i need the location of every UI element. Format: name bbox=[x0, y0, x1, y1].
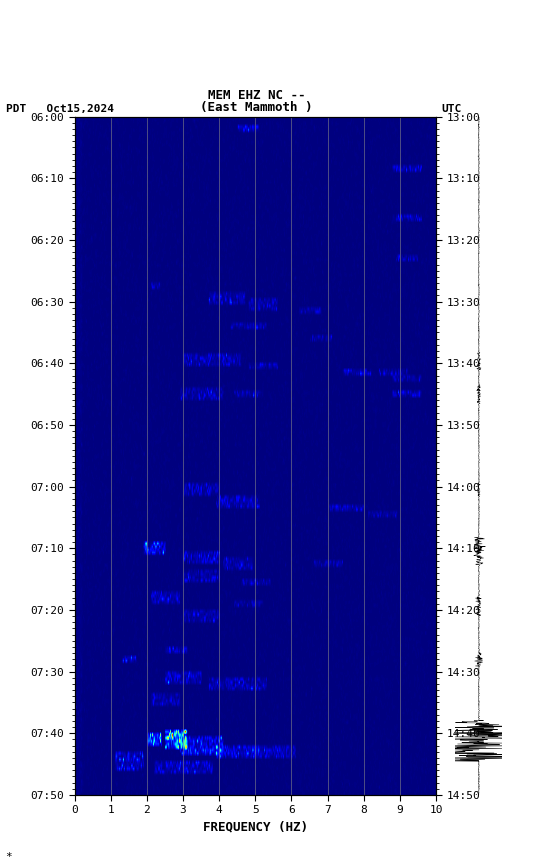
Text: UTC: UTC bbox=[442, 104, 462, 114]
Text: (East Mammoth ): (East Mammoth ) bbox=[200, 101, 313, 114]
Text: PDT   Oct15,2024: PDT Oct15,2024 bbox=[6, 104, 114, 114]
Text: MEM EHZ NC --: MEM EHZ NC -- bbox=[208, 89, 305, 102]
Text: *: * bbox=[6, 852, 12, 861]
X-axis label: FREQUENCY (HZ): FREQUENCY (HZ) bbox=[203, 821, 308, 834]
